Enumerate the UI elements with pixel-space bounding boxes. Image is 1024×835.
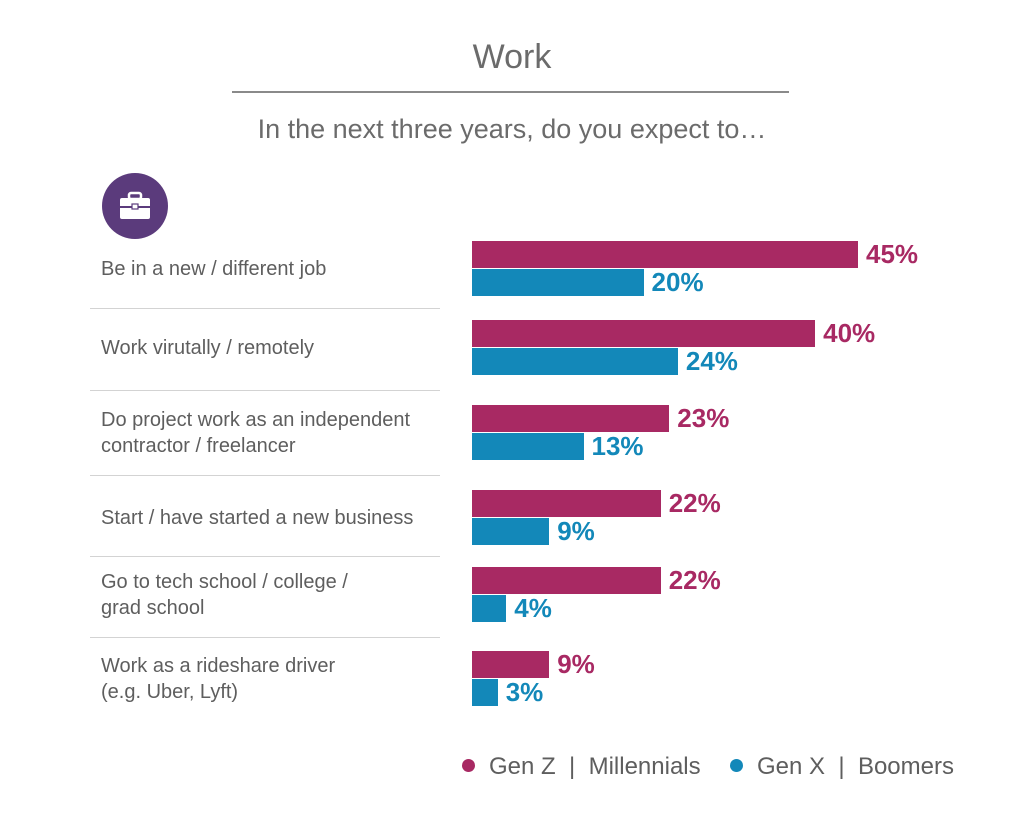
chart-subtitle: In the next three years, do you expect t…: [257, 114, 767, 144]
title-underline: [232, 91, 789, 93]
bar-genx: [472, 679, 498, 706]
briefcase-icon: [102, 173, 168, 239]
bar-genx: [472, 269, 644, 296]
row-divider: [90, 475, 440, 476]
bar-genz: [472, 320, 816, 347]
data-label-genz: 22%: [668, 488, 721, 518]
bar-genx: [472, 348, 678, 375]
category-label-line: contractor / freelancer: [101, 434, 296, 457]
bar-genz: [472, 651, 550, 678]
bar-genz: [472, 405, 670, 432]
category-label-line: Work virutally / remotely: [101, 336, 315, 359]
data-label-genz: 22%: [668, 565, 721, 595]
data-label-genx: 9%: [557, 516, 595, 546]
bar-genx: [472, 433, 584, 460]
legend-dot-genz-icon: [462, 759, 475, 773]
bar-genx: [472, 595, 507, 622]
category-label-line: Do project work as an independent: [101, 408, 411, 431]
legend-label-genz: Gen Z | Millennials: [489, 753, 701, 780]
data-label-genx: 4%: [514, 593, 552, 623]
category-label-line: (e.g. Uber, Lyft): [101, 680, 239, 703]
row-divider: [90, 390, 440, 391]
bar-genx: [472, 518, 550, 545]
legend-genx-boomers: Gen X | Boomers: [730, 752, 954, 782]
bar-genz: [472, 567, 661, 594]
row-divider: [90, 556, 440, 557]
category-label-line: Work as a rideshare driver: [101, 654, 336, 677]
bar-genz: [472, 241, 858, 268]
data-label-genz: 45%: [866, 239, 919, 269]
category-label: Be in a new / different job: [101, 256, 446, 282]
bar-genz: [472, 490, 661, 517]
data-label-genx: 20%: [651, 267, 704, 297]
category-label: Start / have started a new business: [101, 505, 446, 531]
category-label: Do project work as an independent contrac…: [101, 407, 446, 459]
data-label-genx: 13%: [591, 431, 644, 461]
category-label-line: Start / have started a new business: [101, 506, 414, 529]
legend-genz-millennials: Gen Z | Millennials: [462, 752, 701, 782]
data-label-genx: 3%: [505, 677, 544, 707]
category-label-line: Go to tech school / college /: [101, 570, 348, 593]
row-divider: [90, 637, 440, 638]
category-label: Go to tech school / college / grad school: [101, 569, 446, 621]
legend-label-genx: Gen X | Boomers: [757, 753, 954, 780]
category-label: Work as a rideshare driver (e.g. Uber, Ly…: [101, 653, 446, 705]
chart-title: Work: [472, 38, 552, 76]
data-label-genx: 24%: [685, 346, 738, 376]
category-label-line: Be in a new / different job: [101, 257, 327, 280]
category-label: Work virutally / remotely: [101, 335, 446, 361]
data-label-genz: 40%: [823, 318, 876, 348]
legend-dot-genx-icon: [730, 759, 743, 773]
data-label-genz: 9%: [557, 649, 595, 679]
category-label-line: grad school: [101, 596, 205, 619]
row-divider: [90, 308, 440, 309]
data-label-genz: 23%: [677, 403, 730, 433]
